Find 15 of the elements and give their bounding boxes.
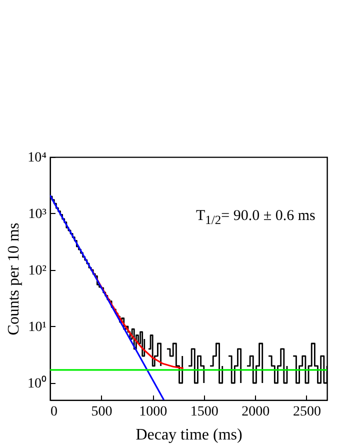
line-series xyxy=(90,268,184,370)
y-tick-label: 10³ xyxy=(28,207,46,222)
x-tick-label: 1500 xyxy=(190,404,218,420)
y-tick-label: 10⁴ xyxy=(28,150,47,166)
x-tick-label: 2500 xyxy=(292,404,321,420)
y-tick-label: 10⁰ xyxy=(28,375,46,392)
y-axis-title: Counts per 10 ms xyxy=(6,222,22,336)
annotation: T$_{1/2}$= 90.0 ± 0.6 ms xyxy=(196,208,316,228)
x-tick-label: 500 xyxy=(91,404,112,420)
y-tick-label: 10² xyxy=(28,263,46,278)
x-tick-label: 0 xyxy=(50,404,58,420)
x-axis-title: Decay time (ms) xyxy=(136,426,242,444)
x-tick-label: 2000 xyxy=(242,404,270,420)
x-tick-label: 1000 xyxy=(139,404,168,420)
y-tick-label: 10¹ xyxy=(28,320,46,335)
